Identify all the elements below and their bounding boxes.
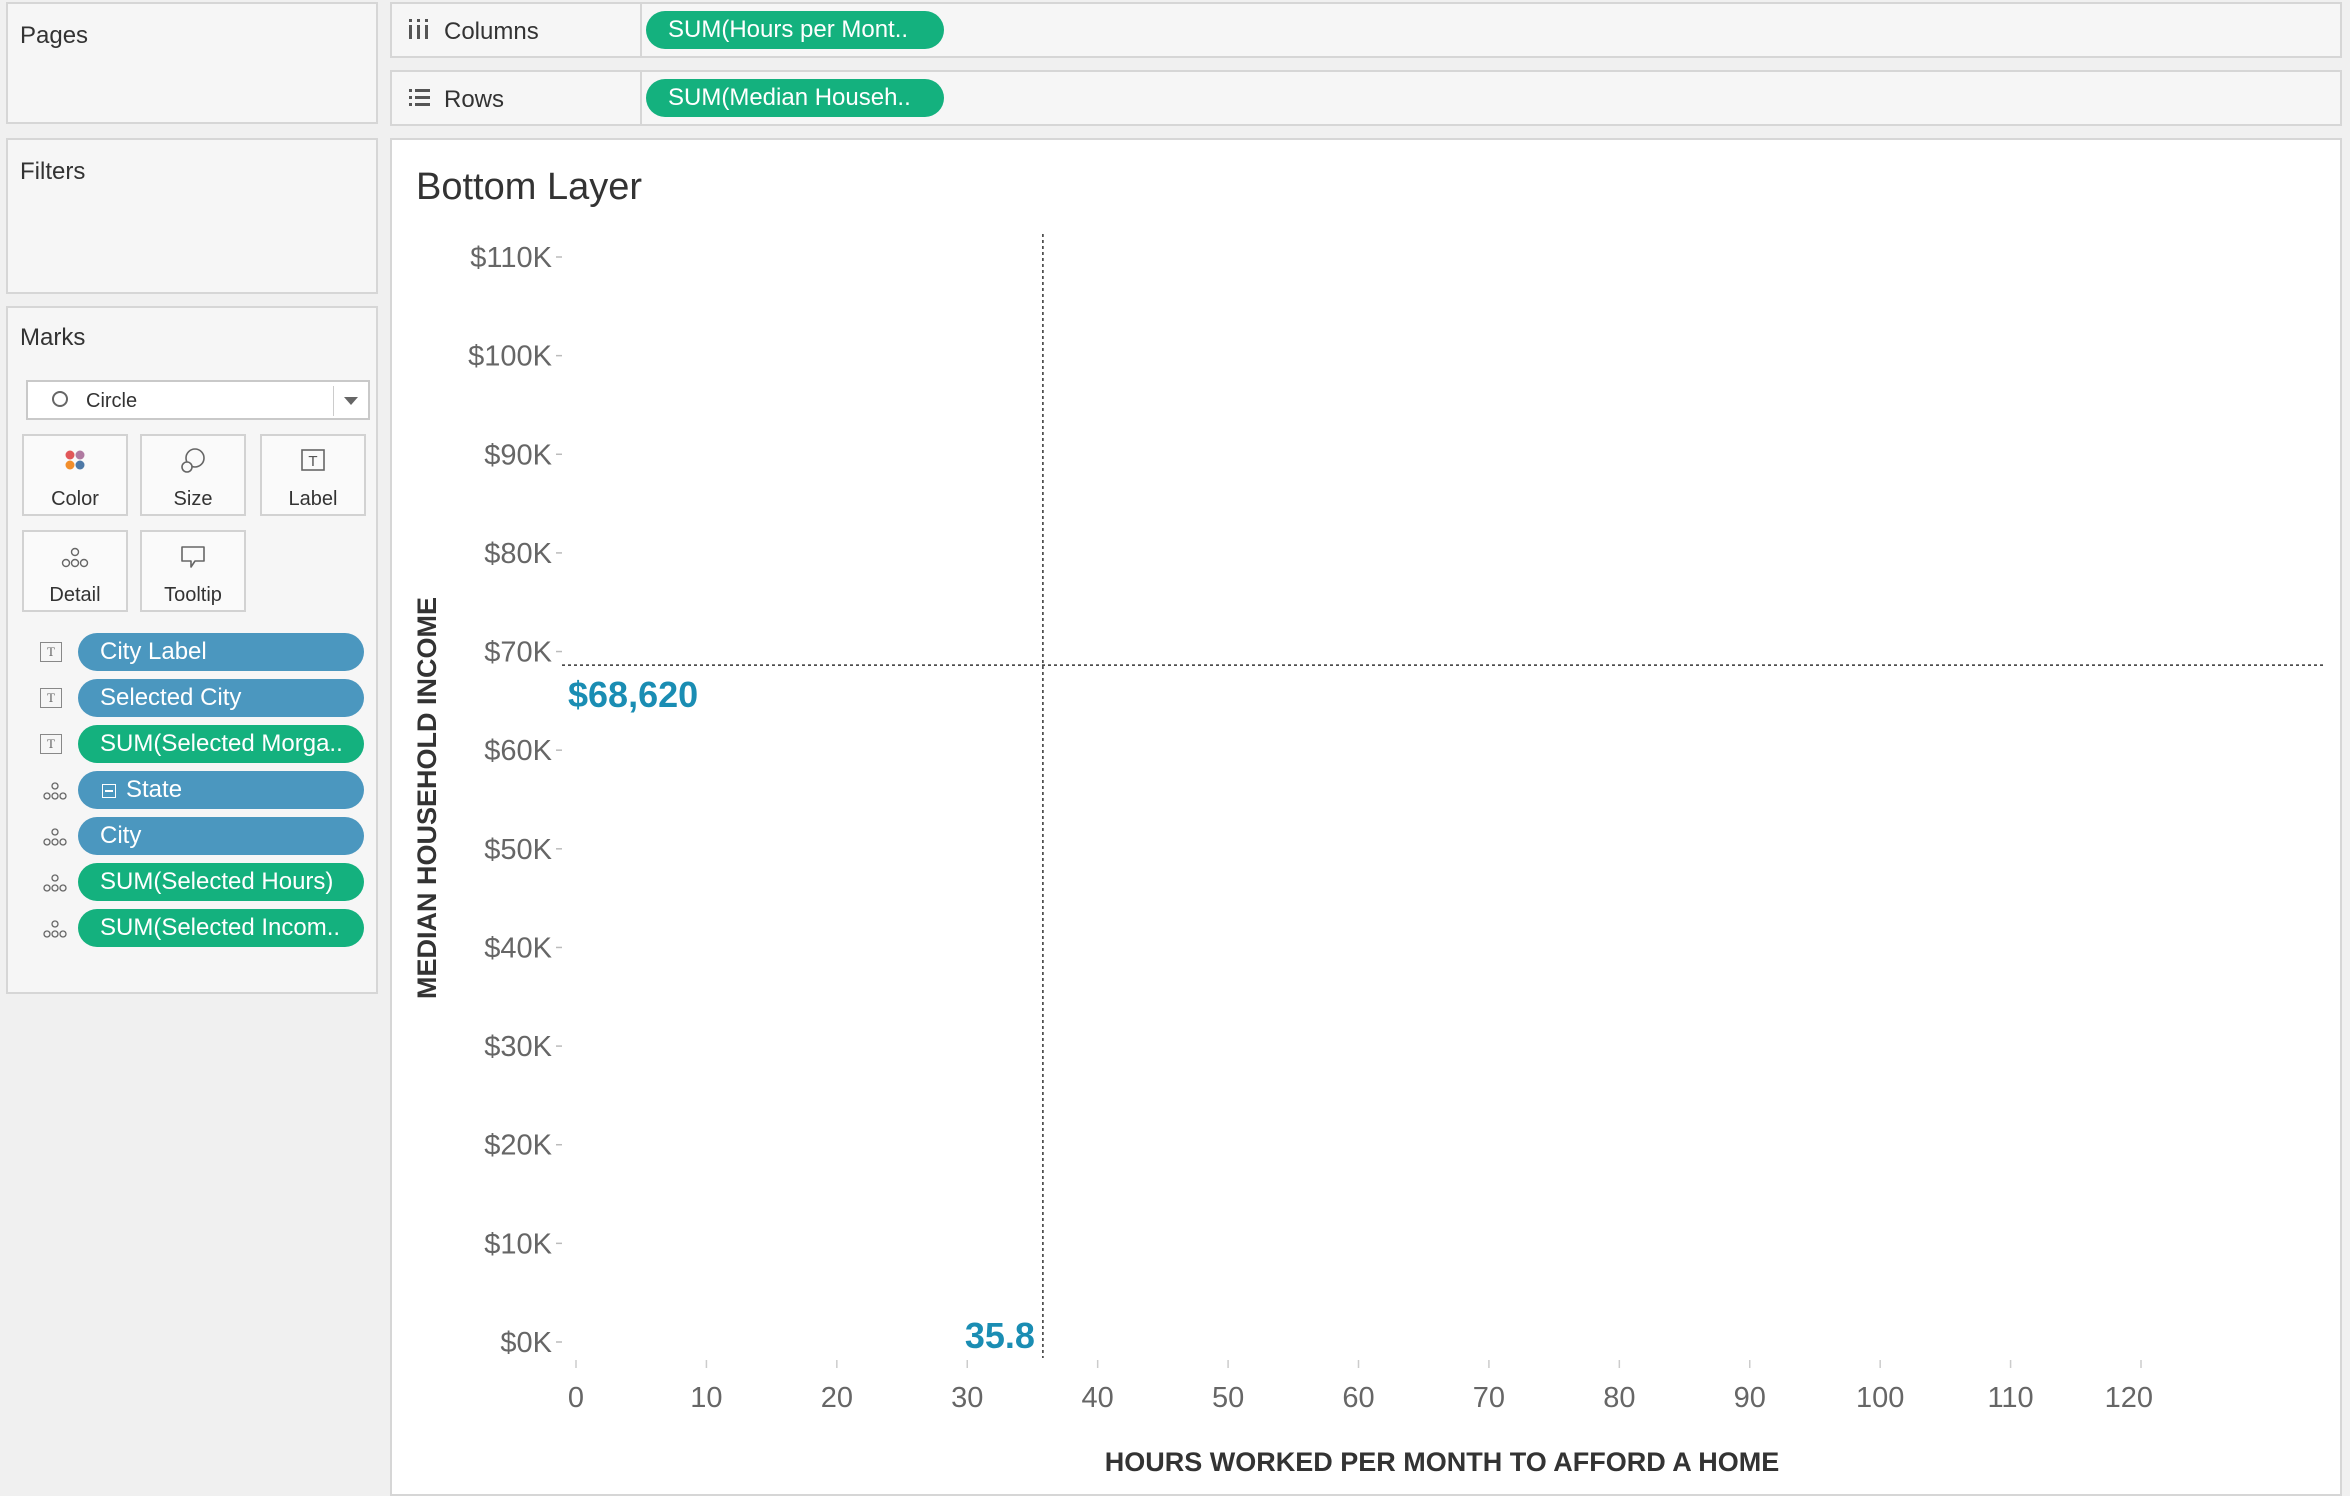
y-tick-label: $90K bbox=[484, 439, 552, 471]
mark-field-selected-city: T Selected City bbox=[22, 678, 372, 718]
rows-label: Rows bbox=[444, 86, 505, 113]
text-icon[interactable]: T bbox=[40, 642, 66, 664]
field-pill-selected-hours[interactable]: SUM(Selected Hours) bbox=[78, 863, 364, 901]
y-tick-label: $30K bbox=[484, 1031, 552, 1063]
columns-label: Columns bbox=[444, 18, 539, 45]
size-button[interactable]: Size bbox=[140, 434, 246, 516]
mark-field-city: City bbox=[22, 816, 372, 856]
x-tick-label: 110 bbox=[1987, 1382, 2033, 1414]
x-tick-label: 70 bbox=[1473, 1382, 1505, 1414]
mark-type-label: Circle bbox=[86, 390, 138, 412]
x-tick-label: 40 bbox=[1082, 1382, 1114, 1414]
size-button-label: Size bbox=[173, 488, 213, 510]
y-axis-label: MEDIAN HOUSEHOLD INCOME bbox=[412, 597, 442, 999]
y-tick-label: $100K bbox=[468, 341, 553, 373]
tooltip-icon bbox=[142, 542, 244, 572]
marks-card: Marks Circle Color Size T Label Detail T… bbox=[6, 306, 378, 994]
detail-icon[interactable] bbox=[40, 780, 67, 802]
detail-icon[interactable] bbox=[40, 918, 67, 940]
text-icon[interactable]: T bbox=[40, 734, 66, 756]
x-tick-label: 50 bbox=[1212, 1382, 1244, 1414]
chart-title: Bottom Layer bbox=[416, 166, 642, 208]
detail-icon[interactable] bbox=[40, 826, 67, 848]
label-button-label: Label bbox=[288, 488, 338, 510]
mark-field-selected-morgage: T SUM(Selected Morga.. bbox=[22, 724, 372, 764]
reference-label-x: 35.8 bbox=[965, 1315, 1035, 1356]
y-tick-label: $110K bbox=[470, 242, 552, 274]
x-axis-label: HOURS WORKED PER MONTH TO AFFORD A HOME bbox=[1105, 1447, 1780, 1477]
dropdown-separator bbox=[333, 386, 334, 416]
field-pill-state[interactable]: State bbox=[78, 771, 364, 809]
y-tick-label: $80K bbox=[484, 538, 552, 570]
y-tick-label: $70K bbox=[484, 637, 552, 669]
columns-shelf-label: Columns bbox=[392, 4, 642, 56]
detail-button-label: Detail bbox=[49, 584, 101, 606]
circle-icon bbox=[52, 391, 68, 407]
pages-title: Pages bbox=[20, 22, 89, 49]
rows-icon bbox=[406, 84, 432, 117]
tooltip-button-label: Tooltip bbox=[164, 584, 222, 606]
tooltip-button[interactable]: Tooltip bbox=[140, 530, 246, 612]
filters-title: Filters bbox=[20, 158, 86, 185]
reference-label-y: $68,620 bbox=[568, 674, 698, 715]
label-icon: T bbox=[262, 446, 364, 476]
field-pill-selected-city[interactable]: Selected City bbox=[78, 679, 364, 717]
mark-field-city-label: T City Label bbox=[22, 632, 372, 672]
y-tick-label: $0K bbox=[500, 1327, 552, 1359]
x-tick-label: 90 bbox=[1734, 1382, 1766, 1414]
svg-text:T: T bbox=[308, 453, 317, 470]
color-button-label: Color bbox=[51, 488, 99, 510]
viz-area[interactable]: Bottom Layer $0K $10K $20K $30K $40K $50K $60K… bbox=[390, 138, 2342, 1496]
rows-shelf[interactable]: Rows SUM(Median Househ.. bbox=[390, 70, 2342, 126]
color-icon bbox=[24, 446, 126, 476]
detail-button[interactable]: Detail bbox=[22, 530, 128, 612]
y-tick-label: $40K bbox=[484, 932, 552, 964]
x-tick-label: 60 bbox=[1342, 1382, 1374, 1414]
x-tick-label: 20 bbox=[821, 1382, 853, 1414]
field-pill-state-label: State bbox=[126, 776, 183, 803]
collapse-icon[interactable] bbox=[102, 784, 116, 798]
y-tick-label: $20K bbox=[484, 1130, 552, 1162]
field-pill-city[interactable]: City bbox=[78, 817, 364, 855]
x-tick-label: 120 bbox=[2105, 1382, 2153, 1414]
x-tick-label: 100 bbox=[1856, 1382, 1904, 1414]
columns-shelf[interactable]: Columns SUM(Hours per Mont.. bbox=[390, 2, 2342, 58]
field-pill-selected-income[interactable]: SUM(Selected Incom.. bbox=[78, 909, 364, 947]
marks-title: Marks bbox=[20, 324, 86, 351]
detail-icon bbox=[24, 542, 126, 572]
rows-pill[interactable]: SUM(Median Househ.. bbox=[646, 79, 944, 117]
y-tick-label: $60K bbox=[484, 735, 552, 767]
mark-field-state: State bbox=[22, 770, 372, 810]
field-pill-city-label[interactable]: City Label bbox=[78, 633, 364, 671]
detail-icon[interactable] bbox=[40, 872, 67, 894]
filters-card[interactable]: Filters bbox=[6, 138, 378, 294]
x-tick-label: 30 bbox=[951, 1382, 983, 1414]
mark-type-dropdown[interactable]: Circle bbox=[26, 380, 370, 420]
chevron-down-icon[interactable] bbox=[344, 397, 358, 405]
columns-icon bbox=[406, 16, 432, 49]
field-pill-selected-morgage[interactable]: SUM(Selected Morga.. bbox=[78, 725, 364, 763]
label-button[interactable]: T Label bbox=[260, 434, 366, 516]
scatter-chart[interactable]: $0K $10K $20K $30K $40K $50K $60K $70K $80K $90K $… bbox=[392, 140, 2340, 1494]
x-tick-label: 10 bbox=[690, 1382, 722, 1414]
mark-field-selected-hours: SUM(Selected Hours) bbox=[22, 862, 372, 902]
text-icon[interactable]: T bbox=[40, 688, 66, 710]
color-button[interactable]: Color bbox=[22, 434, 128, 516]
x-tick-label: 80 bbox=[1603, 1382, 1635, 1414]
mark-field-selected-income: SUM(Selected Incom.. bbox=[22, 908, 372, 948]
rows-shelf-label: Rows bbox=[392, 72, 642, 124]
x-tick-label: 0 bbox=[568, 1382, 584, 1414]
y-tick-label: $50K bbox=[484, 834, 552, 866]
pages-card[interactable]: Pages bbox=[6, 2, 378, 124]
size-icon bbox=[142, 446, 244, 476]
columns-pill[interactable]: SUM(Hours per Mont.. bbox=[646, 11, 944, 49]
y-tick-label: $10K bbox=[484, 1228, 552, 1260]
